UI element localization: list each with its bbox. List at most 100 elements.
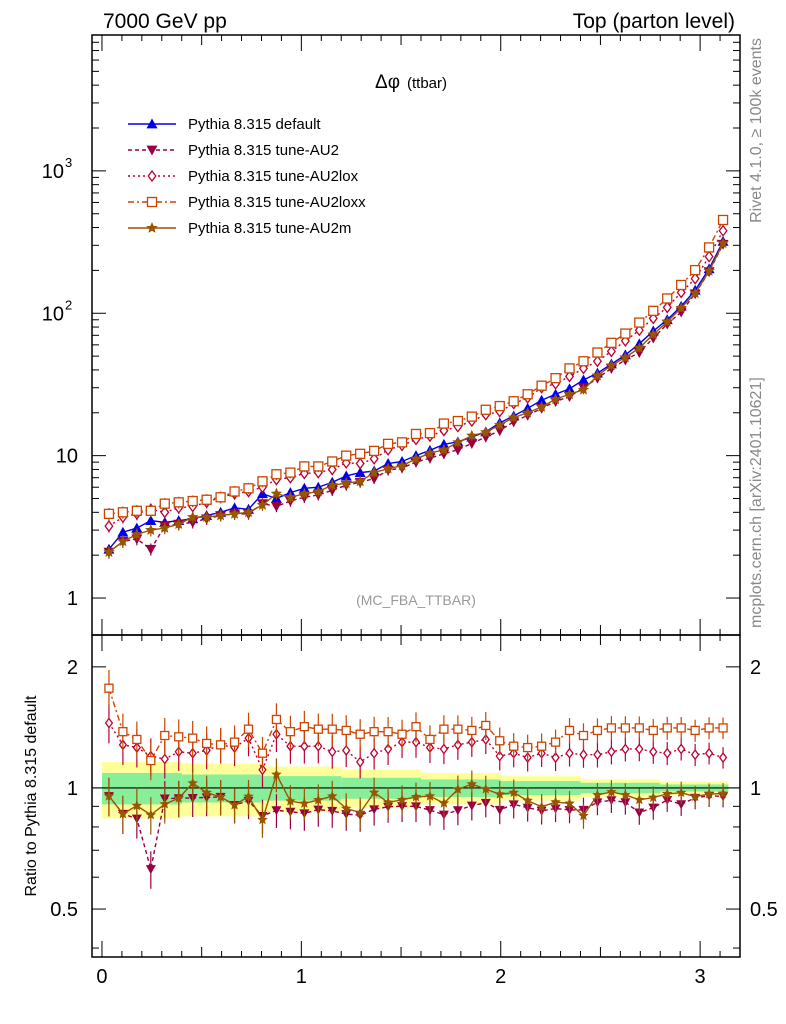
data-point-au2m bbox=[689, 287, 701, 299]
ratio-point-au2loxx bbox=[648, 725, 658, 736]
data-point-au2 bbox=[270, 502, 282, 512]
ratio-point-au2m bbox=[131, 800, 143, 811]
ratio-point-au2m bbox=[536, 801, 547, 812]
series-line-au2 bbox=[108, 243, 724, 553]
legend-marker-au2m bbox=[146, 222, 158, 233]
data-point-au2loxx bbox=[159, 498, 170, 509]
ratio-y-tick-label: 2 bbox=[67, 657, 78, 679]
main-series-group bbox=[103, 214, 729, 559]
data-point-au2m bbox=[256, 499, 269, 510]
data-point-au2loxx bbox=[578, 356, 589, 367]
ratio-point-au2m bbox=[340, 803, 352, 813]
data-point-default bbox=[354, 467, 366, 478]
data-point-au2lox bbox=[690, 272, 700, 285]
ratio-point-au2loxx bbox=[229, 737, 240, 747]
data-point-au2m bbox=[577, 383, 590, 395]
ratio-point-au2loxx bbox=[439, 724, 449, 734]
ratio-point-au2loxx bbox=[453, 724, 463, 734]
data-point-au2m bbox=[675, 301, 687, 313]
legend-label-au2m: Pythia 8.315 tune-AU2m bbox=[188, 220, 351, 237]
ratio-point-au2m bbox=[578, 810, 589, 821]
mcplots-label: mcplots.cern.ch [arXiv:2401.10621] bbox=[748, 377, 765, 628]
ratio-point-au2lox bbox=[649, 746, 658, 758]
data-point-au2loxx bbox=[717, 214, 729, 226]
data-point-au2m bbox=[507, 411, 520, 423]
ratio-point-au2lox bbox=[160, 753, 169, 765]
ratio-point-au2m bbox=[257, 814, 268, 825]
ratio-point-au2 bbox=[369, 805, 380, 815]
data-point-default bbox=[298, 482, 310, 493]
data-point-au2loxx bbox=[676, 279, 687, 291]
x-axis: 0 1 2 3 bbox=[96, 35, 721, 988]
ratio-point-au2m bbox=[173, 792, 184, 803]
data-point-au2loxx bbox=[564, 363, 575, 374]
data-point-au2m bbox=[200, 511, 213, 522]
legend-marker-au2loxx bbox=[146, 196, 158, 208]
data-point-au2m bbox=[368, 466, 380, 478]
data-point-au2lox bbox=[355, 457, 365, 470]
data-point-au2m bbox=[159, 522, 171, 533]
y-tick-label: 10 bbox=[42, 303, 64, 325]
data-point-au2m bbox=[549, 393, 562, 405]
ratio-point-au2 bbox=[452, 806, 463, 816]
ratio-point-au2 bbox=[271, 806, 282, 816]
data-point-au2loxx bbox=[131, 505, 143, 516]
ratio-point-au2loxx bbox=[495, 736, 505, 746]
data-point-au2loxx bbox=[382, 438, 394, 450]
data-point-au2loxx bbox=[648, 305, 659, 316]
data-point-au2m bbox=[382, 462, 394, 474]
data-point-au2loxx bbox=[215, 492, 226, 503]
ratio-point-au2loxx bbox=[578, 730, 589, 741]
ratio-point-au2m bbox=[550, 796, 561, 807]
series-line-au2lox bbox=[108, 230, 724, 527]
data-point-au2loxx bbox=[662, 293, 673, 304]
ratio-point-au2lox bbox=[342, 744, 351, 756]
ratio-point-au2lox bbox=[551, 751, 560, 764]
data-point-default bbox=[117, 526, 129, 537]
data-point-au2m bbox=[661, 315, 673, 327]
ratio-point-au2m bbox=[522, 795, 533, 806]
legend-marker-au2lox bbox=[147, 169, 157, 183]
ratio-point-au2m bbox=[229, 799, 240, 810]
ratio-point-au2 bbox=[494, 805, 505, 815]
ratio-point-au2loxx bbox=[327, 724, 337, 734]
series-au2 bbox=[103, 239, 729, 559]
data-point-au2m bbox=[312, 485, 325, 497]
legend-label-au2lox: Pythia 8.315 tune-AU2lox bbox=[188, 168, 359, 185]
ratio-point-au2loxx bbox=[509, 741, 519, 751]
data-point-default bbox=[145, 515, 157, 525]
series-au2lox bbox=[104, 224, 728, 533]
ratio-point-au2m bbox=[494, 788, 505, 799]
ratio-y-tick-label: 1 bbox=[67, 778, 78, 800]
data-point-au2loxx bbox=[313, 461, 324, 472]
ratio-y-tick-label: 0.5 bbox=[50, 899, 78, 921]
ratio-point-au2loxx bbox=[467, 725, 477, 736]
data-point-au2m bbox=[103, 546, 115, 558]
ratio-point-au2loxx bbox=[243, 724, 254, 734]
data-point-au2m bbox=[214, 509, 227, 521]
data-point-au2lox bbox=[662, 301, 672, 314]
ratio-y-tick-label-right: 1 bbox=[750, 778, 761, 800]
ratio-point-au2m bbox=[508, 787, 519, 798]
data-point-au2loxx bbox=[620, 328, 631, 339]
series-au2m bbox=[103, 237, 729, 559]
ratio-point-au2lox bbox=[355, 756, 365, 768]
data-point-au2m bbox=[466, 429, 478, 441]
ratio-point-au2m bbox=[661, 788, 673, 799]
ratio-point-au2loxx bbox=[564, 725, 575, 736]
ratio-point-au2m bbox=[368, 786, 380, 797]
data-point-au2loxx bbox=[508, 396, 519, 407]
data-point-au2lox bbox=[327, 463, 337, 476]
data-point-au2loxx bbox=[299, 461, 310, 472]
ratio-point-au2lox bbox=[704, 747, 714, 759]
ratio-y-tick-label-right: 2 bbox=[750, 657, 761, 679]
data-point-au2 bbox=[466, 438, 478, 449]
x-tick-label: 3 bbox=[695, 966, 706, 988]
ratio-uncertainty-band bbox=[101, 762, 729, 819]
ratio-point-au2loxx bbox=[215, 740, 226, 750]
data-point-au2m bbox=[452, 436, 464, 448]
data-point-au2loxx bbox=[285, 467, 296, 478]
ratio-point-au2loxx bbox=[188, 733, 198, 743]
data-point-au2loxx bbox=[201, 494, 212, 505]
